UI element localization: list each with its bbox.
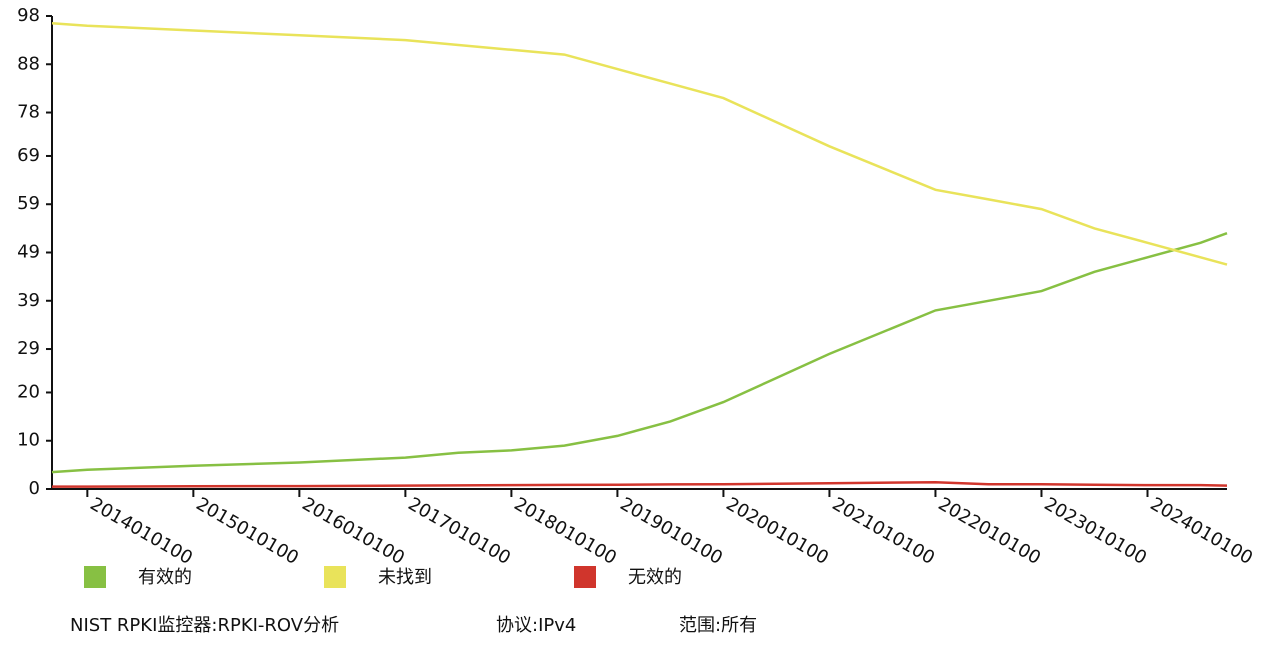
legend-swatch (574, 566, 596, 588)
x-tick-label: 2017010100 (404, 493, 514, 568)
legend-label: 有效的 (138, 567, 192, 588)
footer-note: 协议:IPv4 (496, 615, 576, 636)
series-line (51, 21, 1228, 266)
y-tick-label: 0 (29, 478, 40, 499)
y-tick-label: 49 (17, 242, 40, 263)
x-tick-label: 2020010100 (722, 493, 832, 568)
y-tick-label: 29 (17, 338, 40, 359)
footer-note: 范围:所有 (679, 615, 757, 636)
x-tick-label: 2015010100 (192, 493, 302, 568)
legend-swatch (84, 566, 106, 588)
x-tick-label: 2014010100 (86, 493, 196, 568)
y-tick-label: 98 (17, 5, 40, 26)
x-tick-label: 2023010100 (1040, 493, 1150, 568)
y-tick-label: 69 (17, 145, 40, 166)
legend-label: 未找到 (378, 567, 432, 588)
series-line (51, 232, 1228, 474)
footer-note: NIST RPKI监控器:RPKI-ROV分析 (70, 615, 339, 636)
x-tick-label: 2018010100 (510, 493, 620, 568)
legend-swatch (324, 566, 346, 588)
x-tick-label: 2022010100 (934, 493, 1044, 568)
series-line (52, 480, 1228, 488)
y-tick-label: 88 (17, 53, 40, 74)
x-tick-label: 2016010100 (298, 493, 408, 568)
y-tick-label: 20 (17, 381, 40, 402)
y-tick-label: 78 (17, 102, 40, 123)
x-tick-label: 2019010100 (616, 493, 726, 568)
x-tick-label: 2021010100 (828, 493, 938, 568)
x-tick-label: 2024010100 (1146, 493, 1256, 568)
y-tick-label: 39 (17, 290, 40, 311)
y-tick-label: 59 (17, 193, 40, 214)
y-tick-label: 10 (17, 430, 40, 451)
legend-label: 无效的 (628, 567, 682, 588)
